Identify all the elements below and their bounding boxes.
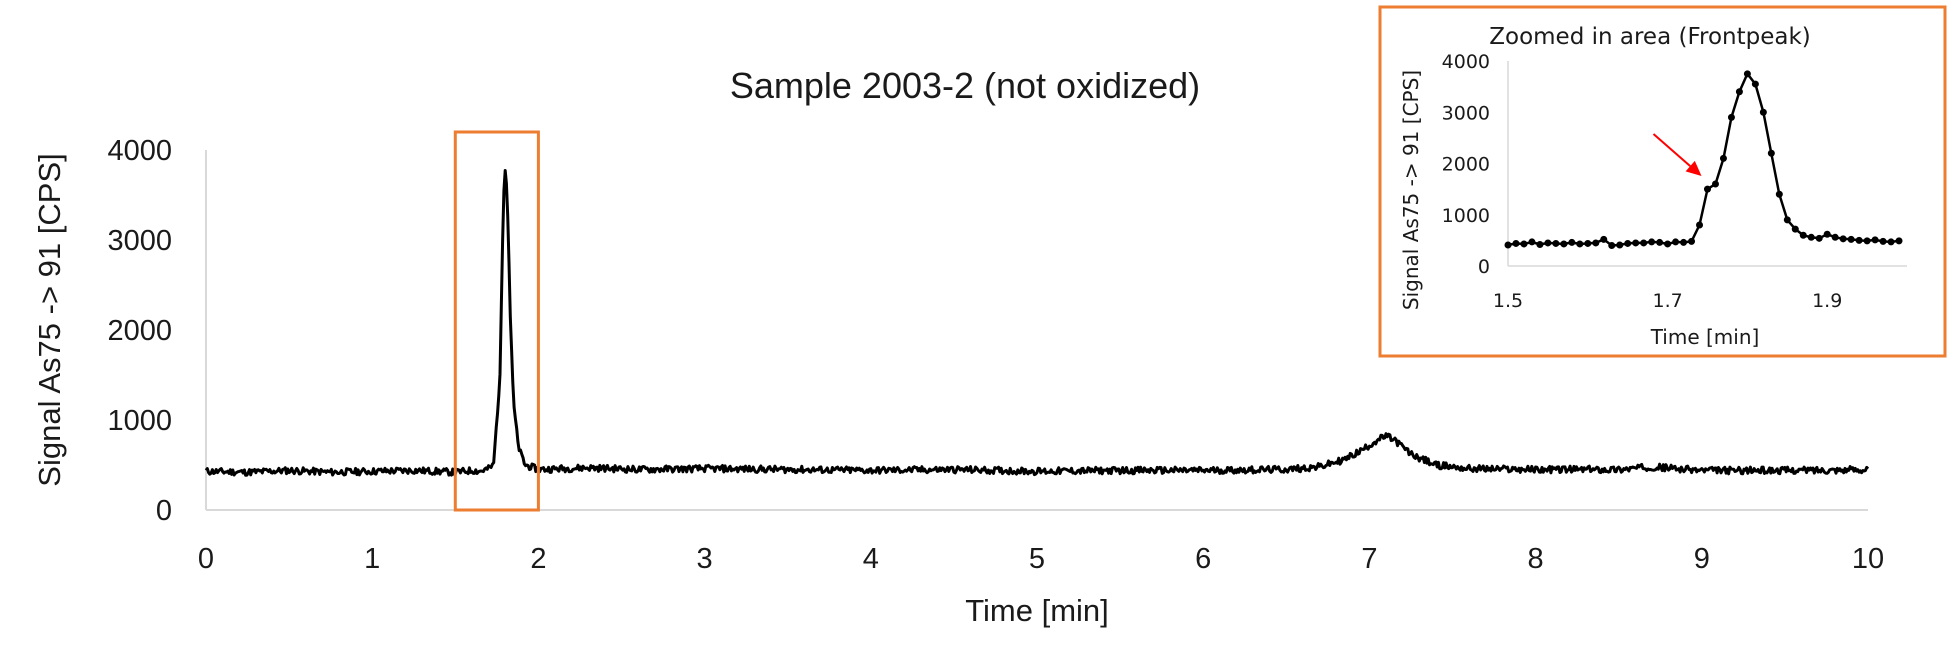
main-series-line <box>204 169 1870 477</box>
inset-data-point <box>1632 239 1640 247</box>
inset-x-axis-label: Time [min] <box>1650 325 1760 349</box>
main-x-tick-label: 5 <box>1029 543 1045 575</box>
inset-data-point <box>1536 240 1544 248</box>
inset-data-point <box>1568 238 1576 246</box>
inset-data-point <box>1592 239 1600 247</box>
inset-data-point <box>1696 221 1704 229</box>
main-chart: Sample 2003-2 (not oxidized) Time [min] … <box>32 65 1884 628</box>
inset-data-point <box>1704 185 1711 193</box>
inset-data-point <box>1624 239 1632 247</box>
main-x-tick-label: 10 <box>1852 543 1884 575</box>
main-x-tick-label: 6 <box>1195 543 1211 575</box>
inset-data-point <box>1727 113 1735 121</box>
inset-data-point <box>1871 236 1879 244</box>
inset-y-tick-label: 2000 <box>1442 154 1490 176</box>
inset-data-point <box>1791 225 1799 233</box>
inset-data-point <box>1640 239 1648 247</box>
inset-data-point <box>1504 241 1512 249</box>
inset-data-point <box>1855 236 1863 244</box>
inset-x-tick-label: 1.7 <box>1652 290 1682 312</box>
inset-data-point <box>1783 216 1791 224</box>
inset-data-point <box>1887 238 1895 246</box>
highlight-box <box>453 130 540 512</box>
inset-data-point <box>1879 237 1887 245</box>
inset-data-point <box>1743 70 1751 78</box>
inset-data-point <box>1584 239 1592 247</box>
inset-data-point <box>1664 240 1672 248</box>
inset-data-point <box>1775 190 1783 198</box>
inset-data-point <box>1680 238 1688 246</box>
inset-data-point <box>1656 238 1664 246</box>
inset-data-point <box>1863 237 1871 245</box>
inset-data-point <box>1895 237 1903 245</box>
inset-data-point <box>1711 180 1719 188</box>
main-y-tick-label: 4000 <box>107 135 172 167</box>
main-y-tick-label: 3000 <box>107 225 172 257</box>
inset-data-point <box>1751 80 1759 88</box>
main-y-tick-label: 2000 <box>107 315 172 347</box>
inset-data-point <box>1759 108 1767 116</box>
main-x-tick-label: 1 <box>364 543 380 575</box>
inset-data-point <box>1552 239 1560 247</box>
main-y-axis-label: Signal As75 -> 91 [CPS] <box>32 153 67 486</box>
inset-data-point <box>1648 238 1656 246</box>
main-x-tick-label: 3 <box>697 543 713 575</box>
main-chart-title: Sample 2003-2 (not oxidized) <box>730 65 1200 106</box>
inset-chart: Zoomed in area (Frontpeak) Time [min] Si… <box>1378 5 1947 358</box>
inset-data-point <box>1616 241 1624 249</box>
inset-y-tick-label: 3000 <box>1442 102 1490 124</box>
inset-x-tick-label: 1.9 <box>1812 290 1842 312</box>
main-y-tick-label: 1000 <box>107 405 172 437</box>
main-x-tick-label: 7 <box>1361 543 1377 575</box>
inset-data-point <box>1512 239 1520 247</box>
inset-data-point <box>1815 234 1823 242</box>
inset-chart-title: Zoomed in area (Frontpeak) <box>1489 24 1811 50</box>
main-x-tick-label: 8 <box>1528 543 1544 575</box>
inset-data-point <box>1823 230 1831 238</box>
main-x-tick-label: 2 <box>530 543 546 575</box>
inset-data-point <box>1560 240 1568 248</box>
inset-data-point <box>1807 233 1815 241</box>
inset-data-point <box>1608 242 1616 249</box>
inset-y-tick-label: 0 <box>1478 256 1490 278</box>
main-x-axis-label: Time [min] <box>965 593 1109 628</box>
inset-data-point <box>1767 149 1775 157</box>
inset-frame <box>1378 5 1947 358</box>
red-arrow-icon <box>1652 133 1691 167</box>
inset-data-point <box>1544 239 1552 247</box>
main-x-tick-label: 4 <box>863 543 879 575</box>
inset-data-point <box>1847 235 1855 243</box>
inset-data-point <box>1520 240 1528 248</box>
inset-data-point <box>1831 233 1839 241</box>
inset-y-tick-label: 1000 <box>1442 205 1490 227</box>
inset-data-point <box>1672 238 1680 246</box>
inset-y-axis-label: Signal As75 -> 91 [CPS] <box>1399 70 1423 310</box>
red-arrow-head-icon <box>1685 160 1702 176</box>
inset-x-tick-label: 1.5 <box>1493 290 1523 312</box>
main-y-tick-label: 0 <box>156 495 172 527</box>
inset-data-point <box>1719 154 1727 162</box>
inset-data-point <box>1576 240 1584 248</box>
inset-data-point <box>1600 235 1608 243</box>
inset-data-point <box>1799 231 1807 239</box>
main-x-tick-label: 9 <box>1694 543 1710 575</box>
inset-data-point <box>1839 235 1847 243</box>
inset-y-tick-label: 4000 <box>1442 51 1490 73</box>
inset-data-point <box>1528 238 1536 246</box>
inset-data-point <box>1735 88 1743 96</box>
main-x-tick-label: 0 <box>198 543 214 575</box>
inset-data-point <box>1688 237 1696 245</box>
